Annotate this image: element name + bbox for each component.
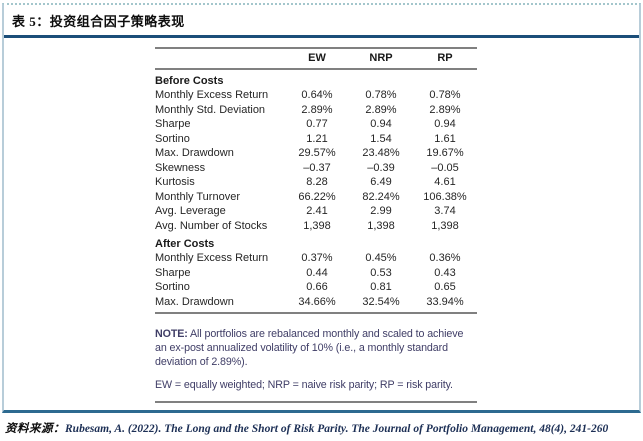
column-header-rp: RP [413, 47, 477, 70]
table-row: Sortino 0.66 0.81 0.65 [155, 280, 477, 295]
report-table-box: 表 5：投资组合因子策略表现 EW NRP RP Before Costs Month… [2, 3, 641, 413]
row-value: 0.78% [429, 89, 461, 101]
row-value: 66.22% [298, 190, 336, 203]
row-value: 0.77 [306, 118, 328, 130]
row-value: 2.99 [370, 205, 392, 217]
table-body: Before Costs Monthly Excess Return 0.64% 0.… [155, 69, 477, 314]
section-header-row: After Costs [155, 233, 477, 251]
column-header-nrp: NRP [349, 47, 413, 70]
row-label: Sortino [155, 281, 190, 293]
row-value: 33.94% [413, 294, 477, 314]
source-line: 资料来源：Rubesam, A. (2022). The Long and th… [5, 420, 643, 436]
section-header: Before Costs [155, 75, 224, 87]
row-value: 1.21 [306, 132, 328, 145]
row-value: 0.45% [365, 252, 397, 264]
row-value: 1.61 [434, 132, 456, 145]
row-value: 1.54 [370, 132, 392, 145]
row-value: 0.36% [429, 252, 461, 264]
row-value: 0.65 [434, 281, 456, 293]
row-value: 23.48% [362, 147, 400, 159]
row-value: 0.81 [370, 281, 392, 293]
table-row: Monthly Excess Return 0.37% 0.45% 0.36% [155, 251, 477, 266]
row-value: 32.54% [349, 294, 413, 314]
row-label: Max. Drawdown [155, 147, 234, 159]
table-row: Monthly Turnover 66.22% 82.24% 106.38% [155, 190, 477, 205]
section-header-row: Before Costs [155, 69, 477, 88]
row-value: 29.57% [298, 147, 336, 159]
table-closing-rule [155, 401, 477, 404]
row-value: 0.94 [434, 118, 456, 130]
note-paragraph: NOTE: All portfolios are rebalanced mont… [155, 327, 475, 370]
row-value: 0.43 [434, 266, 456, 279]
note-label: NOTE: [155, 327, 188, 340]
column-header-ew: EW [285, 47, 349, 70]
table-row: Sortino 1.21 1.54 1.61 [155, 132, 477, 147]
row-value: 34.66% [285, 294, 349, 314]
source-label: 资料来源： [5, 423, 65, 435]
table-row: Monthly Excess Return 0.64% 0.78% 0.78% [155, 88, 477, 103]
row-value: 2.41 [306, 205, 328, 217]
row-label: Sharpe [155, 118, 191, 130]
row-label: Avg. Number of Stocks [155, 219, 268, 232]
row-value: 106.38% [423, 190, 467, 203]
row-label: Max. Drawdown [155, 294, 285, 314]
row-value: –0.39 [367, 161, 395, 174]
row-value: 1,398 [303, 219, 331, 232]
row-value: 0.44 [306, 266, 328, 279]
table-row: Sharpe 0.44 0.53 0.43 [155, 266, 477, 281]
header-empty-cell [155, 47, 285, 70]
row-value: 82.24% [362, 190, 400, 203]
row-value: 1,398 [367, 219, 395, 232]
row-value: 0.53 [370, 266, 392, 279]
table-row: Max. Drawdown 34.66% 32.54% 33.94% [155, 294, 477, 314]
table-note: NOTE: All portfolios are rebalanced mont… [155, 327, 475, 393]
row-label: Sortino [155, 132, 190, 145]
row-label: Sharpe [155, 266, 191, 279]
row-value: 2.89% [365, 103, 397, 116]
row-value: –0.05 [431, 161, 459, 174]
table-row: Monthly Std. Deviation 2.89% 2.89% 2.89% [155, 103, 477, 118]
note-text: All portfolios are rebalanced monthly an… [155, 327, 464, 368]
financial-table-wrap: EW NRP RP Before Costs Monthly Excess Retur… [155, 47, 477, 314]
table-row: Max. Drawdown 29.57% 23.48% 19.67% [155, 146, 477, 161]
section-header: After Costs [155, 238, 215, 250]
row-label: Kurtosis [155, 176, 195, 188]
row-label: Monthly Excess Return [155, 89, 269, 101]
row-value: 0.78% [365, 89, 397, 101]
row-value: 2.89% [301, 103, 333, 116]
row-value: 3.74 [434, 205, 456, 217]
row-label: Monthly Turnover [155, 190, 240, 203]
performance-table: EW NRP RP Before Costs Monthly Excess Retur… [155, 47, 477, 314]
row-value: 19.67% [426, 147, 464, 159]
table-title: 表 5：投资组合因子策略表现 [12, 14, 185, 29]
row-value: 0.66 [306, 281, 328, 293]
row-value: 0.94 [370, 118, 392, 130]
table-header-row: EW NRP RP [155, 47, 477, 70]
row-value: 4.61 [434, 176, 456, 188]
row-label: Skewness [155, 161, 206, 174]
table-row: Avg. Leverage 2.41 2.99 3.74 [155, 204, 477, 219]
row-value: –0.37 [303, 161, 331, 174]
source-citation: Rubesam, A. (2022). The Long and the Sho… [65, 423, 609, 435]
row-value: 6.49 [370, 176, 392, 188]
row-value: 2.89% [429, 103, 461, 116]
row-value: 1,398 [431, 219, 459, 232]
row-value: 0.64% [301, 89, 333, 101]
table-row: Kurtosis 8.28 6.49 4.61 [155, 175, 477, 190]
table-title-bar: 表 5：投资组合因子策略表现 [4, 5, 639, 38]
row-value: 0.37% [301, 252, 333, 264]
table-row: Sharpe 0.77 0.94 0.94 [155, 117, 477, 132]
legend-line: EW = equally weighted; NRP = naive risk … [155, 379, 453, 392]
table-header: EW NRP RP [155, 47, 477, 70]
row-label: Monthly Excess Return [155, 252, 269, 264]
row-label: Avg. Leverage [155, 205, 226, 217]
row-label: Monthly Std. Deviation [155, 103, 266, 116]
table-row: Skewness –0.37 –0.39 –0.05 [155, 161, 477, 176]
table-row: Avg. Number of Stocks 1,398 1,398 1,398 [155, 219, 477, 234]
row-value: 8.28 [306, 176, 328, 188]
